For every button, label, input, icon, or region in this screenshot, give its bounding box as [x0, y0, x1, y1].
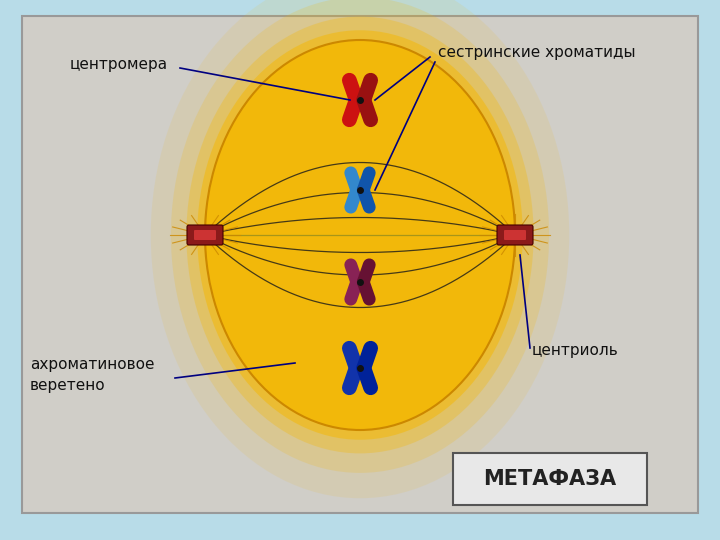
Ellipse shape [150, 0, 570, 498]
Ellipse shape [171, 0, 549, 473]
Ellipse shape [197, 30, 523, 440]
Text: центриоль: центриоль [532, 342, 618, 357]
Ellipse shape [186, 17, 534, 454]
Text: МЕТАФАЗА: МЕТАФАЗА [483, 469, 616, 489]
Text: центромера: центромера [70, 57, 168, 72]
Ellipse shape [205, 40, 515, 430]
FancyBboxPatch shape [497, 225, 533, 245]
FancyBboxPatch shape [453, 453, 647, 505]
Text: сестринские хроматиды: сестринские хроматиды [438, 44, 636, 59]
FancyBboxPatch shape [504, 230, 526, 240]
FancyBboxPatch shape [194, 230, 216, 240]
Text: ахроматиновое
веретено: ахроматиновое веретено [30, 357, 155, 393]
FancyBboxPatch shape [187, 225, 223, 245]
